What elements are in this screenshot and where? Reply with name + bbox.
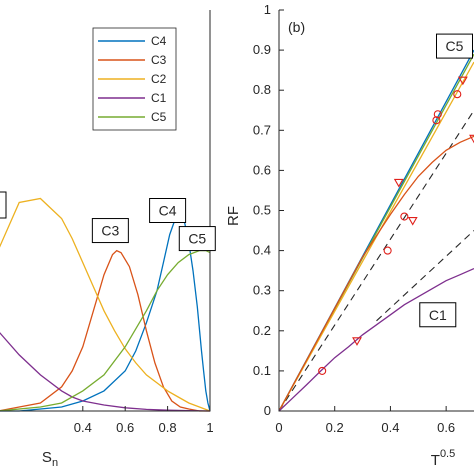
- a-series-lines: [0, 197, 211, 412]
- b-ytick-label: 0.5: [253, 203, 271, 218]
- b-line-c1: [278, 268, 474, 412]
- b-triangle-marker: [407, 216, 418, 226]
- a-xlabel: Sn: [42, 449, 58, 469]
- b-annotations: C5 C1: [419, 33, 473, 328]
- b-ylabel: RF: [225, 206, 242, 226]
- b-ytick-label: 0.6: [253, 162, 271, 177]
- b-markers: [318, 76, 474, 375]
- b-line-c3: [278, 135, 474, 412]
- a-ticks: 0.4 0.6 0.8 1: [74, 406, 214, 435]
- a-line-c2: [0, 197, 211, 412]
- b-axes: [278, 10, 474, 412]
- a-xlabel-sub: n: [52, 457, 58, 469]
- b-xtick-label: 0.2: [326, 420, 344, 435]
- b-ytick-label: 0.9: [253, 42, 271, 57]
- a-xtick-label: 0.6: [116, 420, 134, 435]
- b-ytick-label: 0.2: [253, 323, 271, 338]
- b-xlabel-sup: 0.5: [440, 448, 455, 460]
- b-ytick-label: 0.4: [253, 243, 271, 258]
- b-ytick-label: 1: [264, 2, 271, 17]
- b-xtick-label: 0: [275, 420, 282, 435]
- chart-panel-b: 0 0.2 0.4 0.600.10.20.30.40.50.60.70.80.91 …: [225, 2, 474, 469]
- b-dashed-line: [376, 230, 474, 322]
- b-annotation-box: [436, 33, 473, 59]
- legend-label-c3: C3: [151, 53, 167, 67]
- b-dashed-line: [278, 110, 474, 412]
- b-triangle-marker: [352, 337, 362, 346]
- a-annotation-text: C4: [159, 203, 177, 219]
- b-ytick-label: 0: [264, 403, 271, 418]
- b-circle-marker: [432, 116, 441, 125]
- b-triangle-marker: [469, 134, 474, 144]
- b-circle-marker: [453, 90, 462, 99]
- a-annotation-text: C5: [188, 231, 206, 247]
- legend: C4 C3 C2 C1 C5: [92, 27, 177, 131]
- b-xlabel: T0.5: [431, 448, 455, 469]
- b-series-lines: [278, 49, 474, 412]
- a-annotation-box: [91, 218, 129, 244]
- b-panel-label: (b): [288, 19, 305, 35]
- svg-text:Sn: Sn: [42, 449, 58, 469]
- a-annotation-text: C3: [101, 223, 119, 239]
- legend-label-c1: C1: [151, 91, 167, 105]
- b-xtick-label: 0.4: [381, 420, 399, 435]
- a-line-c3: [0, 249, 210, 412]
- b-triangle-marker: [457, 76, 468, 86]
- b-ytick-label: 0.3: [253, 283, 271, 298]
- a-xtick-label: 0.4: [74, 420, 92, 435]
- b-ytick-label: 0.8: [253, 82, 271, 97]
- b-circle-marker: [400, 212, 409, 221]
- b-triangle-marker: [393, 178, 404, 188]
- b-circle-marker: [433, 110, 442, 119]
- a-annotation-cut-box: [0, 191, 7, 219]
- a-annotations: C3 C4 C5: [0, 191, 216, 252]
- a-line-c4: [0, 213, 211, 412]
- a-annotation-box: [178, 226, 216, 252]
- b-xtick-label: 0.6: [437, 420, 455, 435]
- a-line-c1: [0, 332, 211, 412]
- a-xlabel-main: S: [42, 449, 52, 466]
- b-circle-marker: [383, 246, 392, 255]
- b-ytick-label: 0.1: [253, 363, 271, 378]
- b-ytick-label: 0.7: [253, 122, 271, 137]
- b-annotation-text: C5: [446, 38, 464, 54]
- a-xtick-label: 1: [206, 420, 213, 435]
- svg-text:T0.5: T0.5: [431, 448, 455, 469]
- b-annotation-box: [419, 302, 457, 328]
- b-circle-marker: [318, 366, 327, 375]
- b-xlabel-main: T: [431, 452, 440, 469]
- legend-label-c4: C4: [151, 34, 167, 48]
- b-ticks: 0 0.2 0.4 0.6 0 0.1 0.2 0.3 0.4 0.5 0.6 0.7 0.8 0.9 1: [253, 2, 455, 435]
- a-xtick-label: 0.8: [159, 420, 177, 435]
- b-annotation-text: C1: [429, 307, 447, 323]
- a-line-c5: [0, 249, 211, 412]
- legend-label-c5: C5: [151, 110, 167, 124]
- a-annotation-box: [149, 198, 187, 223]
- chart-panel-a: 0.4 0.6 0.8 1 C3 C4 C5 Sn C4 C3 C2 C1 C5: [0, 10, 216, 469]
- legend-label-c2: C2: [151, 72, 167, 86]
